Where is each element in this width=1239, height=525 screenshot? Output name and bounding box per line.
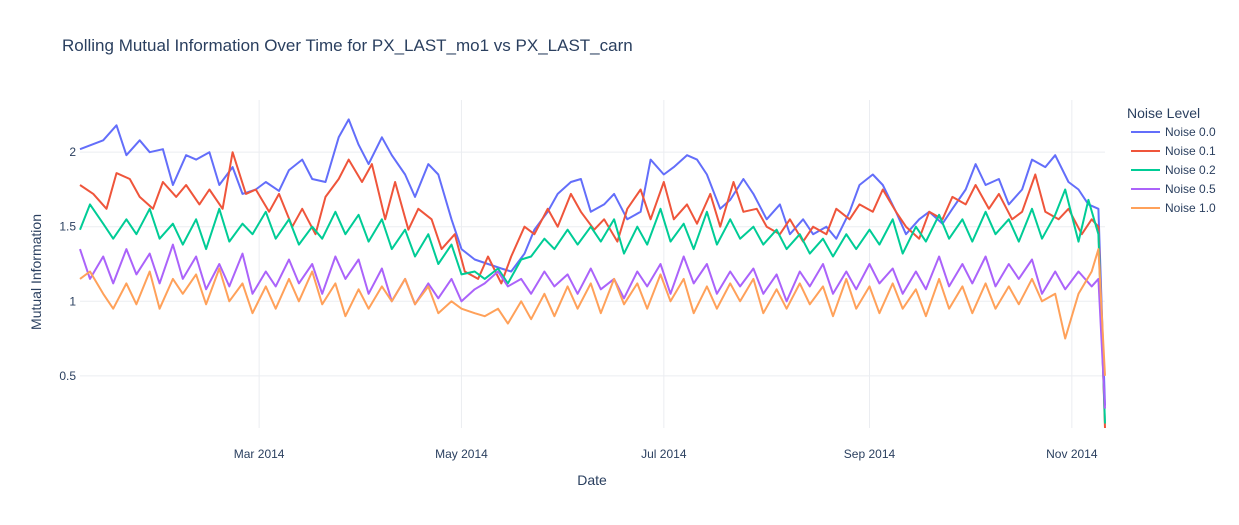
legend-label: Noise 0.5	[1165, 182, 1216, 196]
x-axis-title: Date	[577, 472, 607, 488]
legend-item[interactable]: Noise 1.0	[1131, 201, 1216, 215]
legend-label: Noise 1.0	[1165, 201, 1216, 215]
legend-item[interactable]: Noise 0.5	[1131, 182, 1216, 196]
x-tick-label: Nov 2014	[1046, 447, 1098, 461]
legend-item[interactable]: Noise 0.0	[1131, 125, 1216, 139]
y-tick-label: 2	[69, 145, 76, 159]
x-axis-ticks: Mar 2014 May 2014 Jul 2014 Sep 2014 Nov 2014	[234, 447, 1098, 461]
y-axis-ticks: 0.5 1 1.5 2	[59, 145, 76, 383]
series-line-noise-1	[79, 151, 1106, 429]
x-tick-label: Jul 2014	[641, 447, 687, 461]
legend-item[interactable]: Noise 0.1	[1131, 144, 1216, 158]
series-line-noise-3	[79, 243, 1106, 409]
y-axis-title: Mutual Information	[28, 214, 44, 330]
x-tick-label: May 2014	[435, 447, 488, 461]
y-tick-label: 1.5	[59, 220, 76, 234]
grid-layer	[80, 100, 1105, 428]
series-line-noise-0	[79, 118, 1106, 406]
y-tick-label: 0.5	[59, 369, 76, 383]
x-tick-label: Sep 2014	[844, 447, 896, 461]
legend-label: Noise 0.2	[1165, 163, 1216, 177]
legend-label: Noise 0.0	[1165, 125, 1216, 139]
x-tick-label: Mar 2014	[234, 447, 285, 461]
series-line-noise-2	[79, 188, 1106, 424]
legend-title: Noise Level	[1127, 105, 1200, 121]
legend-label: Noise 0.1	[1165, 144, 1216, 158]
series-line-noise-4	[79, 248, 1106, 376]
chart-title: Rolling Mutual Information Over Time for…	[62, 36, 633, 55]
legend-item[interactable]: Noise 0.2	[1131, 163, 1216, 177]
legend-items: Noise 0.0 Noise 0.1 Noise 0.2 Noise 0.5 Nois…	[1131, 125, 1216, 215]
series-layer	[79, 118, 1106, 429]
y-tick-label: 1	[69, 294, 76, 308]
